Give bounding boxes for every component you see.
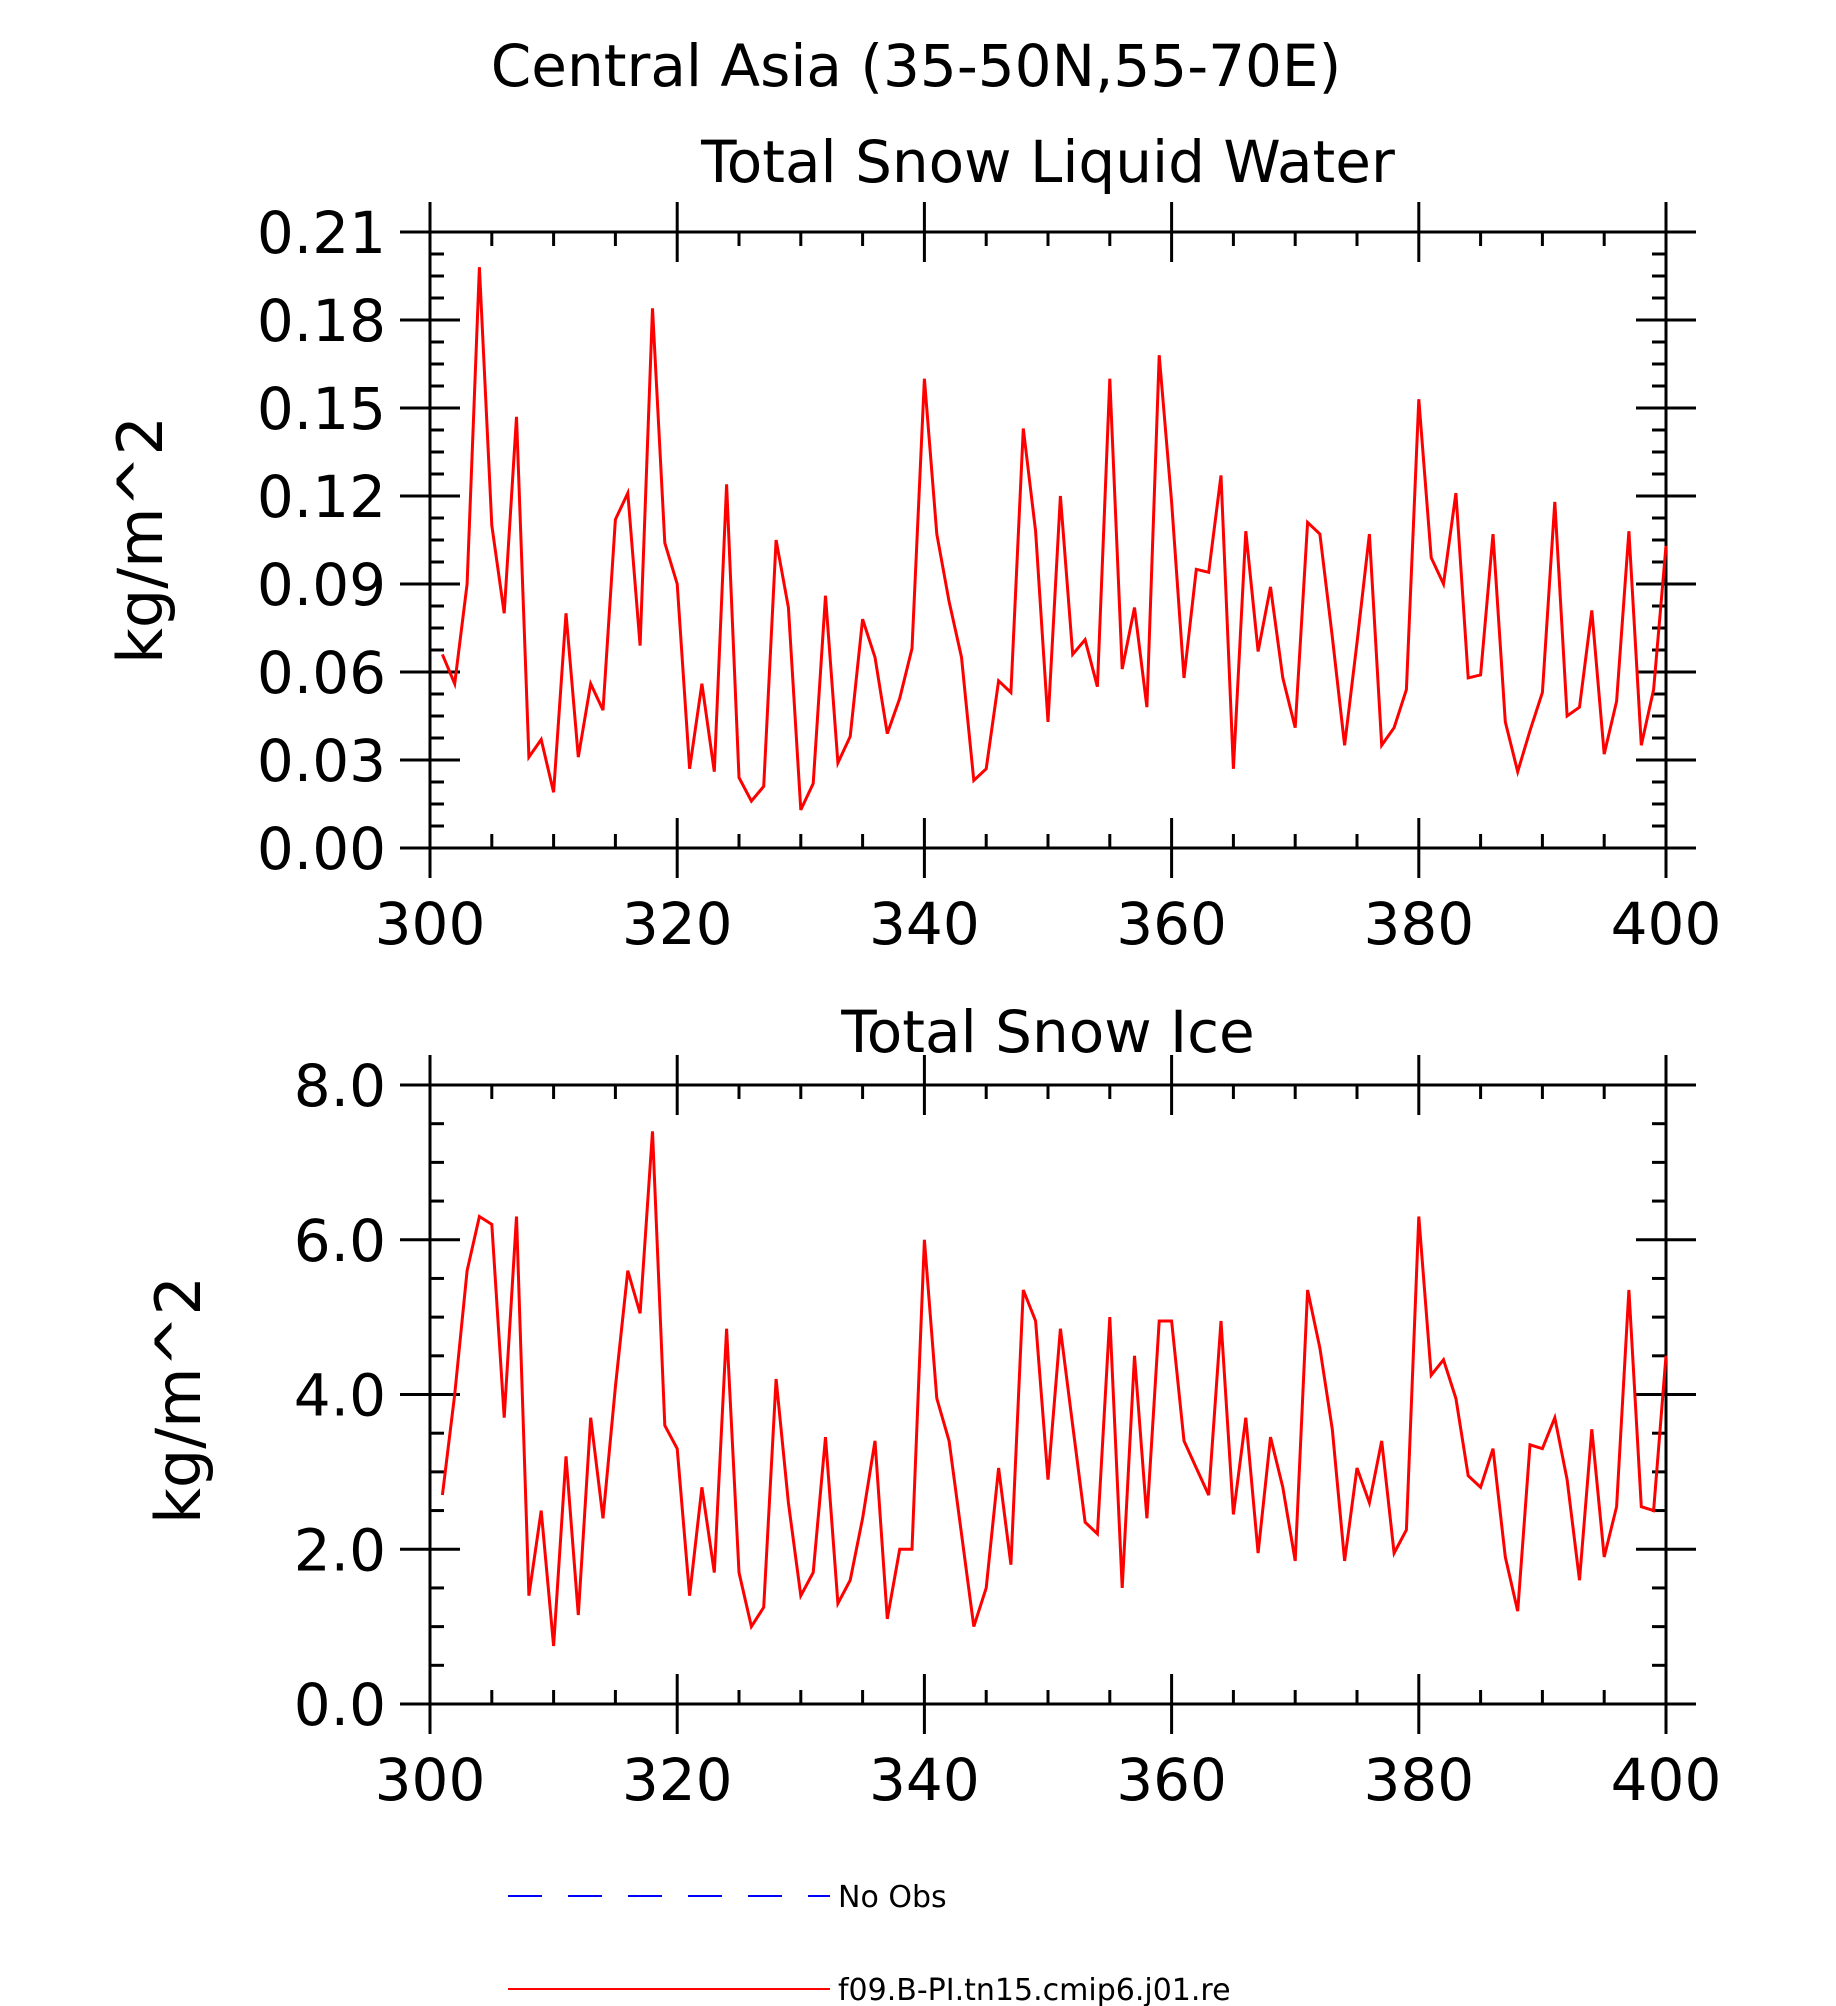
legend-model-label: f09.B-PI.tn15.cmip6.j01.re — [838, 1973, 1231, 2006]
y-tick-label: 0.00 — [257, 815, 386, 883]
panel-title: Total Snow Liquid Water — [700, 128, 1395, 196]
y-tick-label: 0.06 — [257, 639, 386, 707]
y-tick-label: 0.0 — [294, 1671, 386, 1739]
x-tick-label: 400 — [1611, 1746, 1722, 1814]
x-tick-label: 320 — [622, 1746, 733, 1814]
panel-title: Total Snow Ice — [840, 998, 1255, 1066]
x-tick-label: 300 — [375, 1746, 486, 1814]
x-tick-label: 380 — [1363, 1746, 1474, 1814]
x-tick-label: 380 — [1363, 890, 1474, 958]
y-tick-label: 0.12 — [257, 463, 386, 531]
y-axis-label: kg/m^2 — [104, 416, 177, 664]
y-tick-label: 4.0 — [294, 1362, 386, 1430]
legend-obs-label: No Obs — [838, 1880, 947, 1915]
y-tick-label: 0.03 — [257, 727, 386, 795]
x-tick-label: 340 — [869, 1746, 980, 1814]
series-line-1 — [441, 267, 1668, 811]
y-tick-label: 0.18 — [257, 287, 386, 355]
y-tick-label: 0.09 — [257, 551, 386, 619]
y-tick-label: 2.0 — [294, 1516, 386, 1584]
legend: No Obs f09.B-PI.tn15.cmip6.j01.re — [508, 1880, 1231, 2006]
y-axis-label: kg/m^2 — [142, 1276, 215, 1524]
x-tick-label: 300 — [375, 890, 486, 958]
y-tick-label: 0.15 — [257, 375, 386, 443]
x-tick-label: 340 — [869, 890, 980, 958]
main-title: Central Asia (35-50N,55-70E) — [491, 32, 1341, 100]
y-tick-label: 6.0 — [294, 1207, 386, 1275]
x-tick-label: 400 — [1611, 890, 1722, 958]
y-tick-label: 0.21 — [257, 199, 386, 267]
panel-1: 300 320 340 360 380 400 0.00 0.03 0.06 0.09 0.12 0.… — [104, 128, 1721, 958]
series-line-1 — [440, 1131, 1668, 1647]
panel-2: 300 320 340 360 380 400 0.0 2.0 4.0 6.0 8.0 Total S… — [142, 998, 1721, 1814]
panels: 300 320 340 360 380 400 0.00 0.03 0.06 0.09 0.12 0.… — [104, 128, 1721, 1814]
x-tick-label: 360 — [1116, 890, 1227, 958]
x-tick-label: 360 — [1116, 1746, 1227, 1814]
x-tick-label: 320 — [622, 890, 733, 958]
y-tick-label: 8.0 — [294, 1052, 386, 1120]
